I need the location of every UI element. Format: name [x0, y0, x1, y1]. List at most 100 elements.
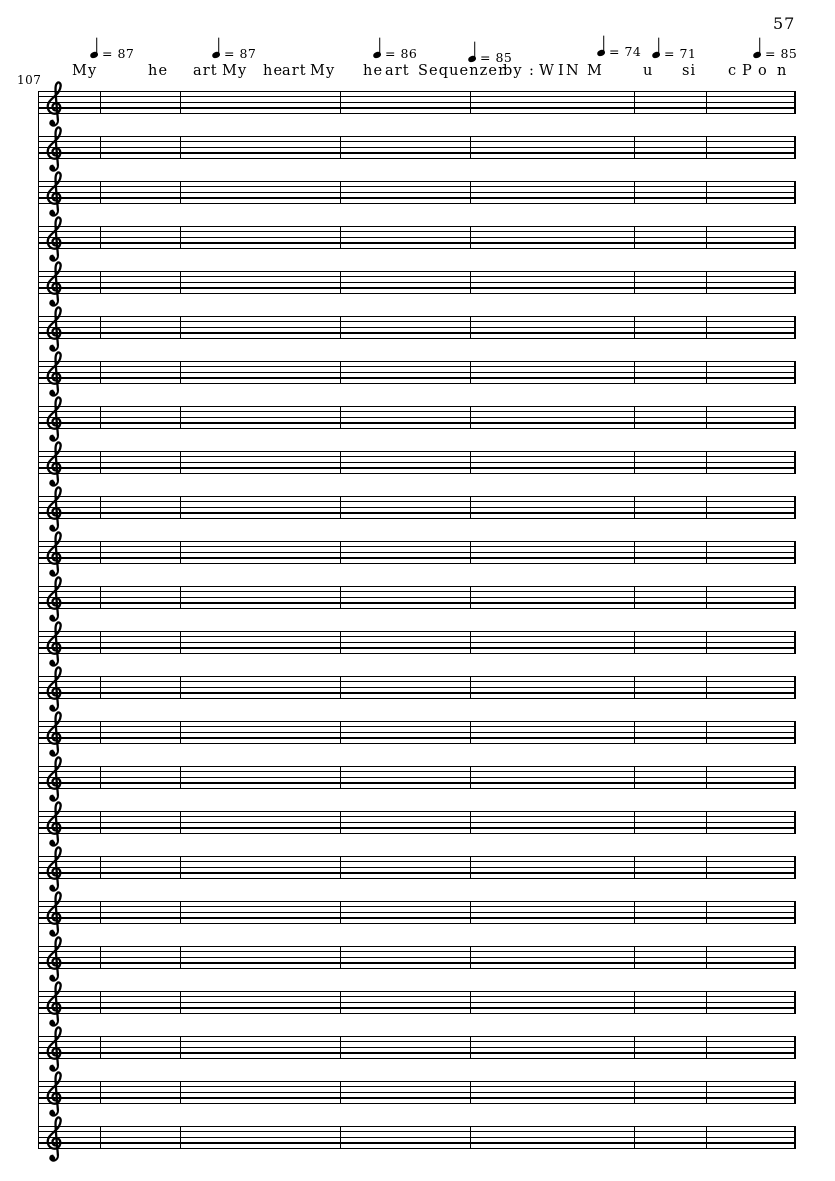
treble-clef-icon [46, 396, 62, 442]
staff-line [38, 872, 796, 874]
barline [180, 315, 182, 340]
barline [634, 630, 636, 655]
barline [100, 450, 102, 475]
barline [340, 990, 342, 1015]
staff [38, 306, 796, 352]
staff-line [38, 996, 796, 998]
staff-line [38, 962, 796, 964]
page-number: 57 [773, 14, 796, 33]
barline [340, 495, 342, 520]
treble-clef-icon [46, 1116, 62, 1162]
barline [100, 495, 102, 520]
staff-line [38, 270, 796, 272]
staff [38, 891, 796, 937]
quarter-note-icon [211, 50, 221, 59]
barline [180, 900, 182, 925]
barline [706, 855, 708, 880]
barline [706, 675, 708, 700]
staff-line [38, 293, 796, 295]
lyric-syllable: he [363, 63, 384, 79]
barline [634, 1125, 636, 1150]
staff [38, 171, 796, 217]
treble-clef-icon [46, 351, 62, 397]
barline [706, 720, 708, 745]
barline [340, 90, 342, 115]
barline [100, 900, 102, 925]
barline [340, 180, 342, 205]
staff-line [38, 411, 796, 413]
lyric-syllable: art [385, 63, 410, 79]
final-barline [793, 90, 796, 115]
barline [634, 135, 636, 160]
barline [706, 900, 708, 925]
barline [634, 720, 636, 745]
barline [340, 1035, 342, 1060]
barline [340, 405, 342, 430]
staff-line [38, 636, 796, 638]
lyric-syllable: u [643, 63, 654, 79]
staff-line [38, 782, 796, 784]
staff-line [38, 281, 796, 283]
final-barline [793, 405, 796, 430]
barline [180, 1125, 182, 1150]
staff-line [38, 416, 796, 418]
barline [706, 315, 708, 340]
treble-clef-icon [46, 216, 62, 262]
lyric-syllable: o [758, 63, 768, 79]
lyric-syllable: My [222, 63, 248, 79]
staff-line [38, 326, 796, 328]
lyric-syllable: My [310, 63, 336, 79]
barline [706, 180, 708, 205]
quarter-note-icon [89, 50, 99, 59]
staff-line [38, 776, 796, 778]
tempo-value: = 74 [609, 44, 642, 59]
barline [100, 1080, 102, 1105]
staff-line [38, 405, 796, 407]
staff-line [38, 467, 796, 469]
barline [470, 135, 472, 160]
staff-line [38, 422, 796, 424]
lyric-syllable: My [72, 63, 98, 79]
final-barline [793, 945, 796, 970]
final-barline [793, 540, 796, 565]
staff-line [38, 197, 796, 199]
barline [470, 450, 472, 475]
barline [180, 405, 182, 430]
barline [470, 990, 472, 1015]
barline [100, 945, 102, 970]
barline [100, 270, 102, 295]
staff-line [38, 1091, 796, 1093]
barline [340, 450, 342, 475]
barline [706, 945, 708, 970]
final-barline [793, 900, 796, 925]
barline [706, 495, 708, 520]
barline [180, 855, 182, 880]
final-barline [793, 360, 796, 385]
final-barline [793, 810, 796, 835]
staff-line [38, 788, 796, 790]
staff-line [38, 236, 796, 238]
barline [100, 585, 102, 610]
barline [100, 90, 102, 115]
treble-clef-icon [46, 621, 62, 667]
staff [38, 1026, 796, 1072]
staff-line [38, 203, 796, 205]
barline [634, 855, 636, 880]
staff-line [38, 675, 796, 677]
barline [100, 405, 102, 430]
final-barline [793, 630, 796, 655]
barline [634, 675, 636, 700]
barline [634, 405, 636, 430]
final-barline [793, 315, 796, 340]
staff-line [38, 602, 796, 604]
barline [706, 1125, 708, 1150]
barline [100, 1125, 102, 1150]
treble-clef-icon [46, 126, 62, 172]
staff-line [38, 113, 796, 115]
barline [706, 360, 708, 385]
lyric-syllable: he [263, 63, 284, 79]
staff-line [38, 332, 796, 334]
staff-line [38, 681, 796, 683]
staff-line [38, 810, 796, 812]
staff-line [38, 827, 796, 829]
